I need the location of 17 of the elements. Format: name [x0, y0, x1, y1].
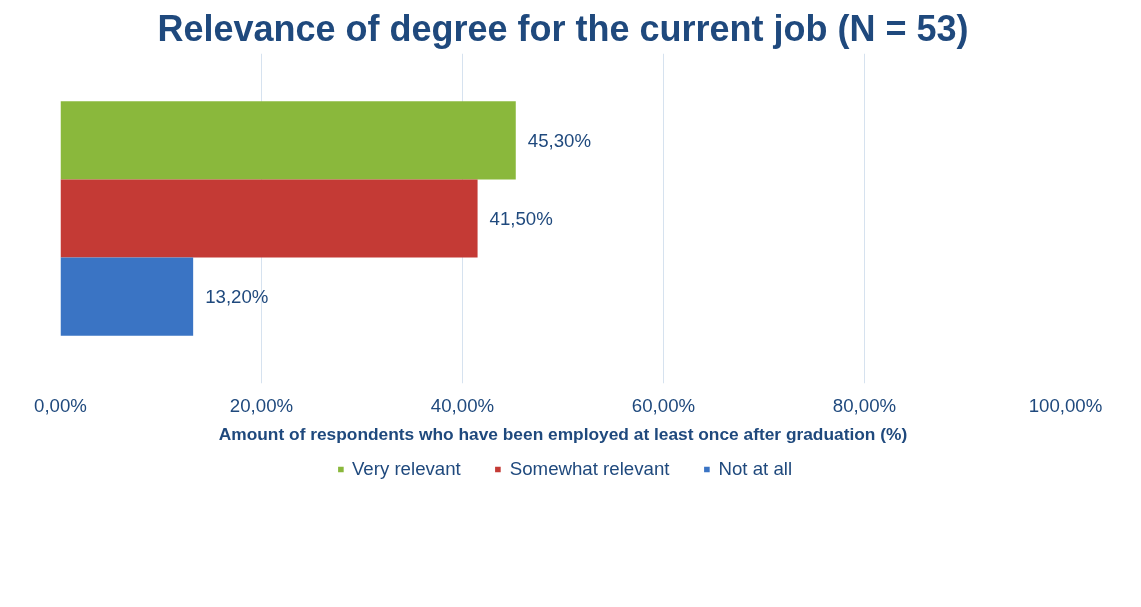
- data-label: 45,30%: [527, 129, 592, 151]
- legend-label: Very relevant: [351, 457, 461, 480]
- x-tick-label: 40,00%: [430, 394, 495, 416]
- bar: [60, 257, 194, 336]
- x-tick-label: 60,00%: [631, 394, 696, 416]
- bar: [60, 101, 516, 180]
- x-tick-label: 20,00%: [229, 394, 294, 416]
- data-label: 13,20%: [205, 286, 269, 308]
- x-axis-title: Amount of respondents who have been employed at least once after graduation (%): [218, 423, 908, 444]
- bar: [60, 179, 478, 258]
- chart-title: Relevance of degree for the current job (N = 53): [157, 7, 969, 49]
- data-label: 41,50%: [489, 208, 553, 229]
- legend-label: Not at all: [718, 457, 793, 480]
- x-tick-label: 0,00%: [34, 394, 87, 416]
- legend-label: Somewhat relevant: [509, 457, 670, 480]
- x-tick-label: 80,00%: [832, 394, 897, 416]
- x-tick-label: 100,00%: [1028, 394, 1103, 416]
